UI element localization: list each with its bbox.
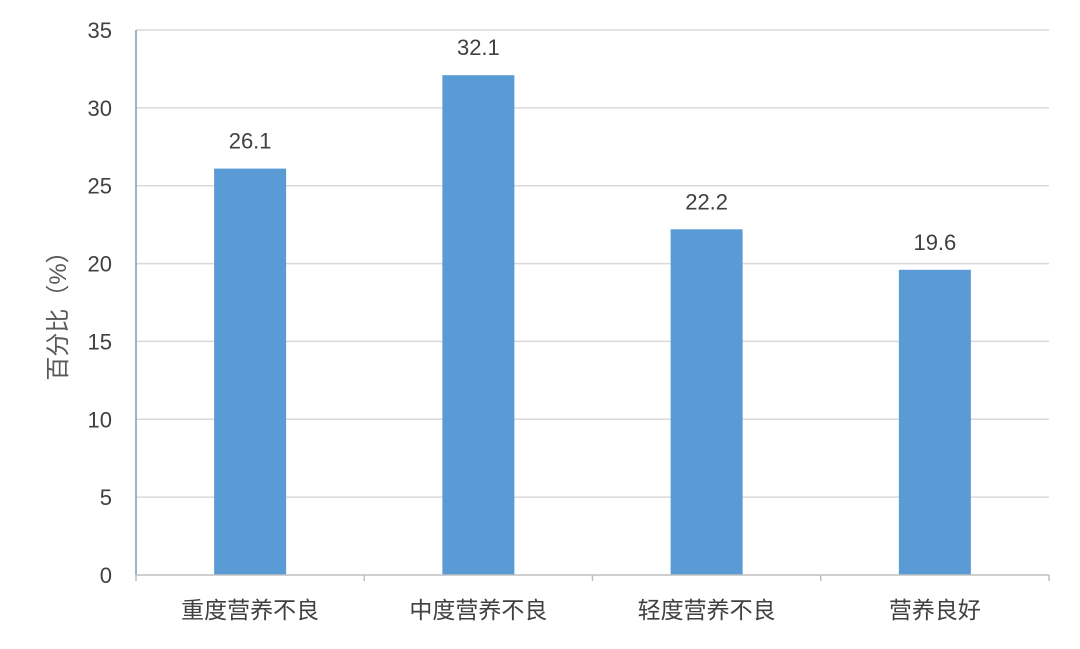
y-tick-label: 35 — [88, 18, 112, 43]
y-tick-label: 15 — [88, 329, 112, 354]
y-tick-label: 10 — [88, 407, 112, 432]
y-tick-label: 20 — [88, 252, 112, 277]
x-tick-label: 营养良好 — [889, 597, 981, 623]
x-tick-label: 重度营养不良 — [181, 597, 319, 623]
bar — [214, 168, 287, 576]
bars — [214, 75, 971, 576]
data-label: 22.2 — [685, 189, 728, 214]
y-tick-label: 30 — [88, 96, 112, 121]
y-tick-label: 0 — [100, 563, 112, 588]
axes — [135, 30, 1050, 581]
x-tick-label: 中度营养不良 — [409, 597, 547, 623]
gridlines — [136, 29, 1049, 498]
y-axis-label: 百分比（%） — [45, 239, 72, 380]
data-label: 19.6 — [913, 230, 956, 255]
data-label: 32.1 — [457, 35, 500, 60]
x-tick-label: 轻度营养不良 — [638, 597, 776, 623]
bar — [442, 75, 515, 576]
y-tick-label: 25 — [88, 174, 112, 199]
y-tick-label: 5 — [100, 485, 112, 510]
bar — [898, 269, 971, 575]
labels: 0 5 10 15 20 25 30 35 26.1 重度营养不良 32.1 中度营养不良 22.2 轻度… — [88, 18, 981, 623]
data-label: 26.1 — [229, 129, 272, 154]
bar — [670, 229, 743, 576]
